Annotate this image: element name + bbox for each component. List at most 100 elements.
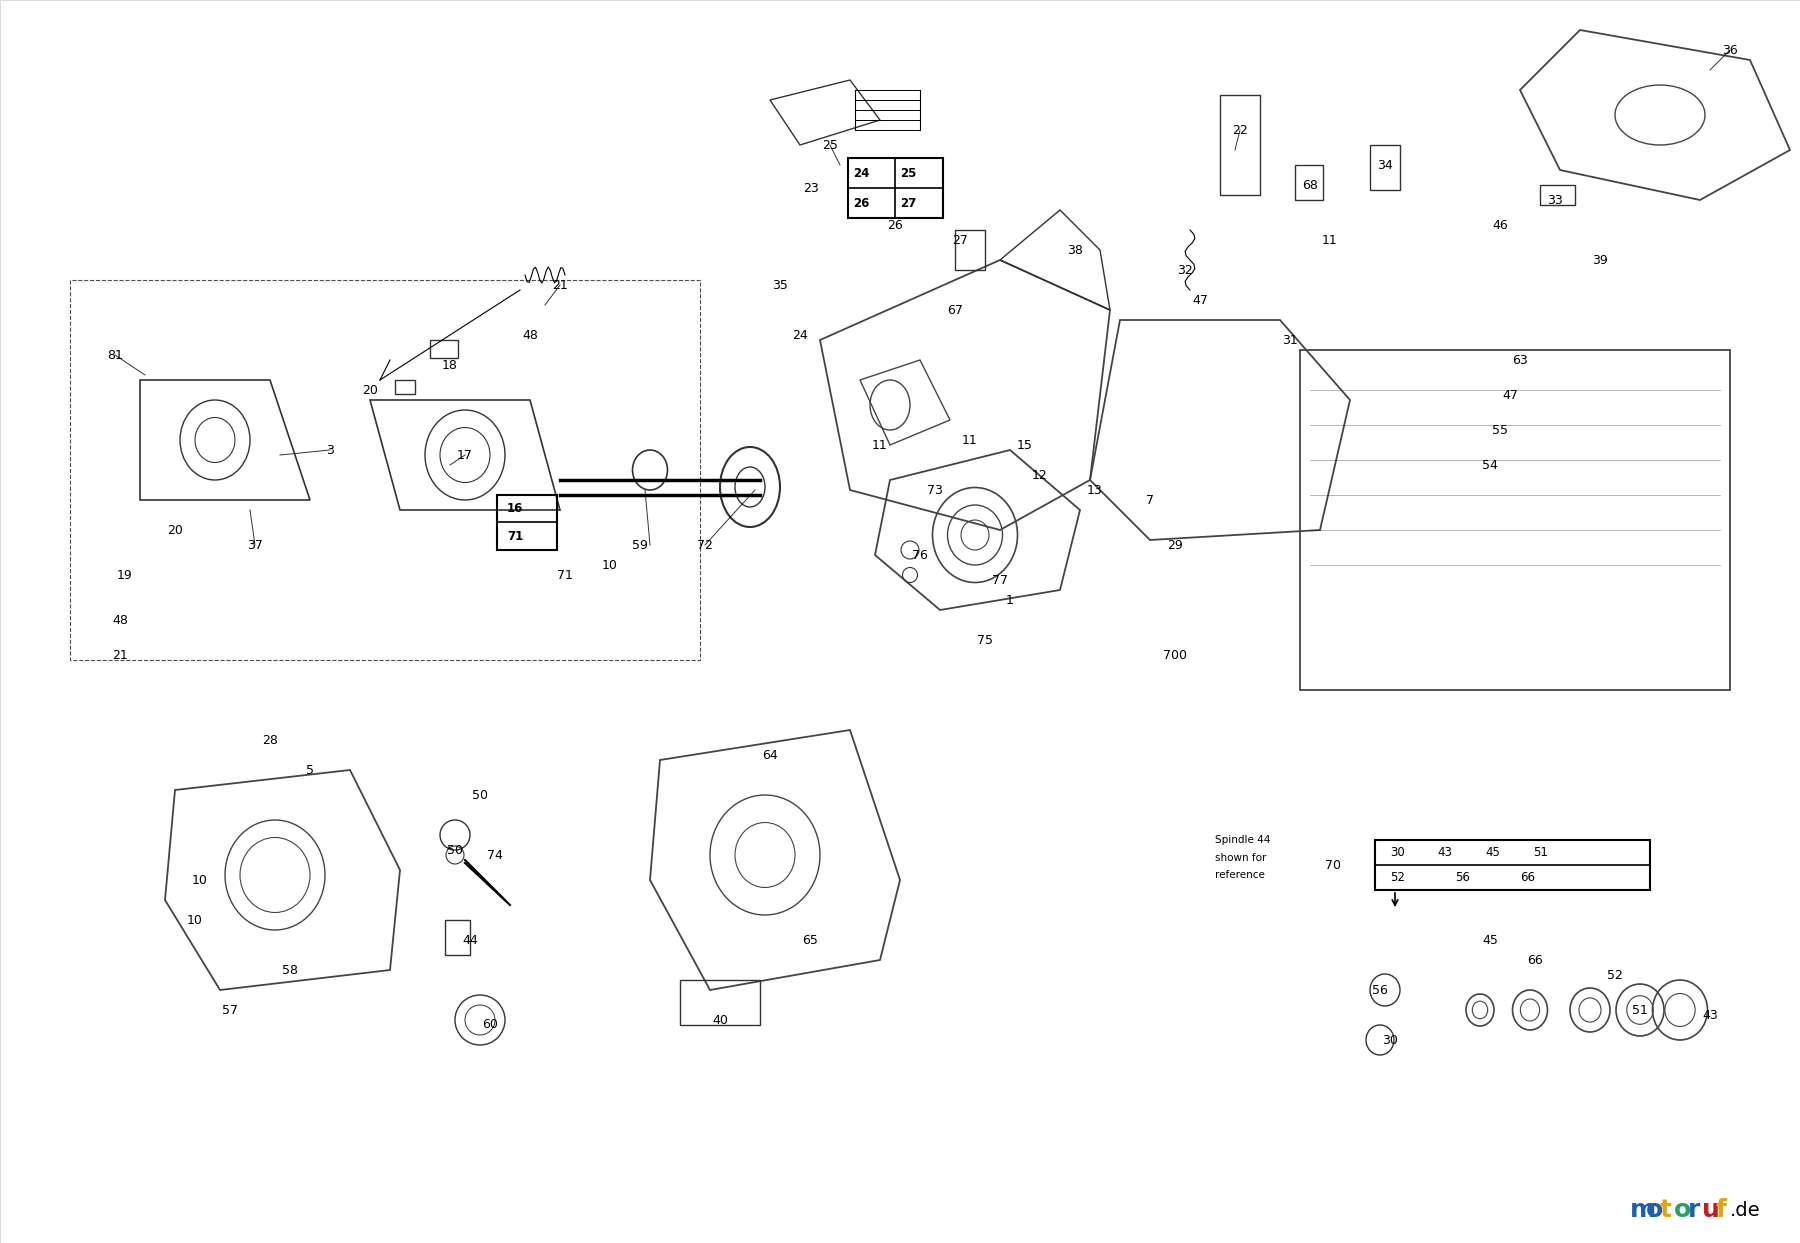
Text: 58: 58 <box>283 963 299 977</box>
Text: 50: 50 <box>446 844 463 856</box>
Text: 29: 29 <box>1166 538 1183 552</box>
Text: 52: 52 <box>1607 968 1624 982</box>
Text: 28: 28 <box>263 733 277 747</box>
Bar <box>1294 165 1323 200</box>
Text: 55: 55 <box>1492 424 1508 436</box>
Text: 70: 70 <box>1325 859 1341 871</box>
Text: 31: 31 <box>1282 333 1298 347</box>
Text: 36: 36 <box>1723 44 1737 56</box>
Text: 26: 26 <box>887 219 904 231</box>
Text: 10: 10 <box>187 914 203 926</box>
Text: reference: reference <box>1215 870 1265 880</box>
Text: 5: 5 <box>306 763 313 777</box>
Text: 24: 24 <box>792 328 808 342</box>
Text: 71: 71 <box>556 568 572 582</box>
Text: 57: 57 <box>221 1003 238 1017</box>
Text: 68: 68 <box>1301 179 1318 191</box>
Bar <box>1375 840 1651 890</box>
Text: m: m <box>1631 1198 1656 1222</box>
Text: 56: 56 <box>1454 870 1471 884</box>
Bar <box>1220 94 1260 195</box>
Text: 20: 20 <box>362 384 378 397</box>
Text: 38: 38 <box>1067 244 1084 256</box>
Text: 59: 59 <box>632 538 648 552</box>
Bar <box>1541 185 1575 205</box>
Text: 50: 50 <box>472 788 488 802</box>
Text: shown for: shown for <box>1215 853 1267 863</box>
Bar <box>848 158 943 218</box>
Text: 67: 67 <box>947 303 963 317</box>
Text: 45: 45 <box>1485 845 1499 859</box>
Text: 32: 32 <box>1177 264 1193 276</box>
Text: Spindle 44: Spindle 44 <box>1215 835 1271 845</box>
Text: 77: 77 <box>992 573 1008 587</box>
Text: 54: 54 <box>1481 459 1498 471</box>
Text: 27: 27 <box>952 234 968 246</box>
Text: 39: 39 <box>1593 254 1607 266</box>
Text: 71: 71 <box>508 530 524 542</box>
Text: 56: 56 <box>1372 983 1388 997</box>
Text: 51: 51 <box>1633 1003 1649 1017</box>
Bar <box>445 920 470 955</box>
Text: 7: 7 <box>1147 493 1154 506</box>
Text: 47: 47 <box>1192 293 1208 307</box>
Text: 66: 66 <box>1526 953 1543 967</box>
Text: 81: 81 <box>106 348 122 362</box>
Bar <box>430 341 457 358</box>
Text: 76: 76 <box>913 548 929 562</box>
Bar <box>497 495 556 549</box>
Text: 11: 11 <box>1323 234 1337 246</box>
Text: 18: 18 <box>443 358 457 372</box>
Text: 52: 52 <box>1390 870 1404 884</box>
Text: 10: 10 <box>193 874 209 886</box>
Text: 30: 30 <box>1382 1033 1399 1047</box>
Text: 20: 20 <box>167 523 184 537</box>
Text: 16: 16 <box>508 501 524 515</box>
Text: 15: 15 <box>1017 439 1033 451</box>
Text: 46: 46 <box>1492 219 1508 231</box>
Text: 24: 24 <box>853 167 869 179</box>
Text: .de: .de <box>1730 1201 1760 1219</box>
Text: 44: 44 <box>463 933 477 946</box>
Text: 11: 11 <box>873 439 887 451</box>
Text: 34: 34 <box>1377 159 1393 172</box>
Text: 43: 43 <box>1703 1008 1717 1022</box>
Text: 45: 45 <box>1481 933 1498 946</box>
Bar <box>1370 145 1400 190</box>
Text: 17: 17 <box>457 449 473 461</box>
Text: 11: 11 <box>963 434 977 446</box>
Text: 40: 40 <box>713 1013 727 1027</box>
Text: 74: 74 <box>488 849 502 861</box>
Bar <box>394 380 416 394</box>
Text: 22: 22 <box>1233 123 1247 137</box>
Bar <box>680 979 760 1025</box>
Text: r: r <box>1688 1198 1701 1222</box>
Text: 72: 72 <box>697 538 713 552</box>
Text: 12: 12 <box>1031 469 1048 481</box>
Text: 3: 3 <box>326 444 335 456</box>
Text: f: f <box>1715 1198 1726 1222</box>
Text: 60: 60 <box>482 1018 499 1032</box>
Text: 75: 75 <box>977 634 994 646</box>
Text: 30: 30 <box>1390 845 1404 859</box>
Text: 43: 43 <box>1436 845 1453 859</box>
Text: 64: 64 <box>761 748 778 762</box>
Text: 21: 21 <box>112 649 128 661</box>
Bar <box>956 230 985 270</box>
Text: 51: 51 <box>1534 845 1548 859</box>
Text: 27: 27 <box>900 196 916 210</box>
Text: o: o <box>1645 1198 1663 1222</box>
Text: 48: 48 <box>112 614 128 626</box>
Text: 1: 1 <box>1006 593 1013 607</box>
Text: 66: 66 <box>1519 870 1535 884</box>
Text: 21: 21 <box>553 278 567 292</box>
Text: 47: 47 <box>1501 389 1517 401</box>
Bar <box>1300 351 1730 690</box>
Text: 65: 65 <box>803 933 817 946</box>
Text: 25: 25 <box>900 167 916 179</box>
Text: u: u <box>1703 1198 1719 1222</box>
Text: 35: 35 <box>772 278 788 292</box>
Text: 73: 73 <box>927 484 943 496</box>
Text: o: o <box>1674 1198 1692 1222</box>
Text: 37: 37 <box>247 538 263 552</box>
